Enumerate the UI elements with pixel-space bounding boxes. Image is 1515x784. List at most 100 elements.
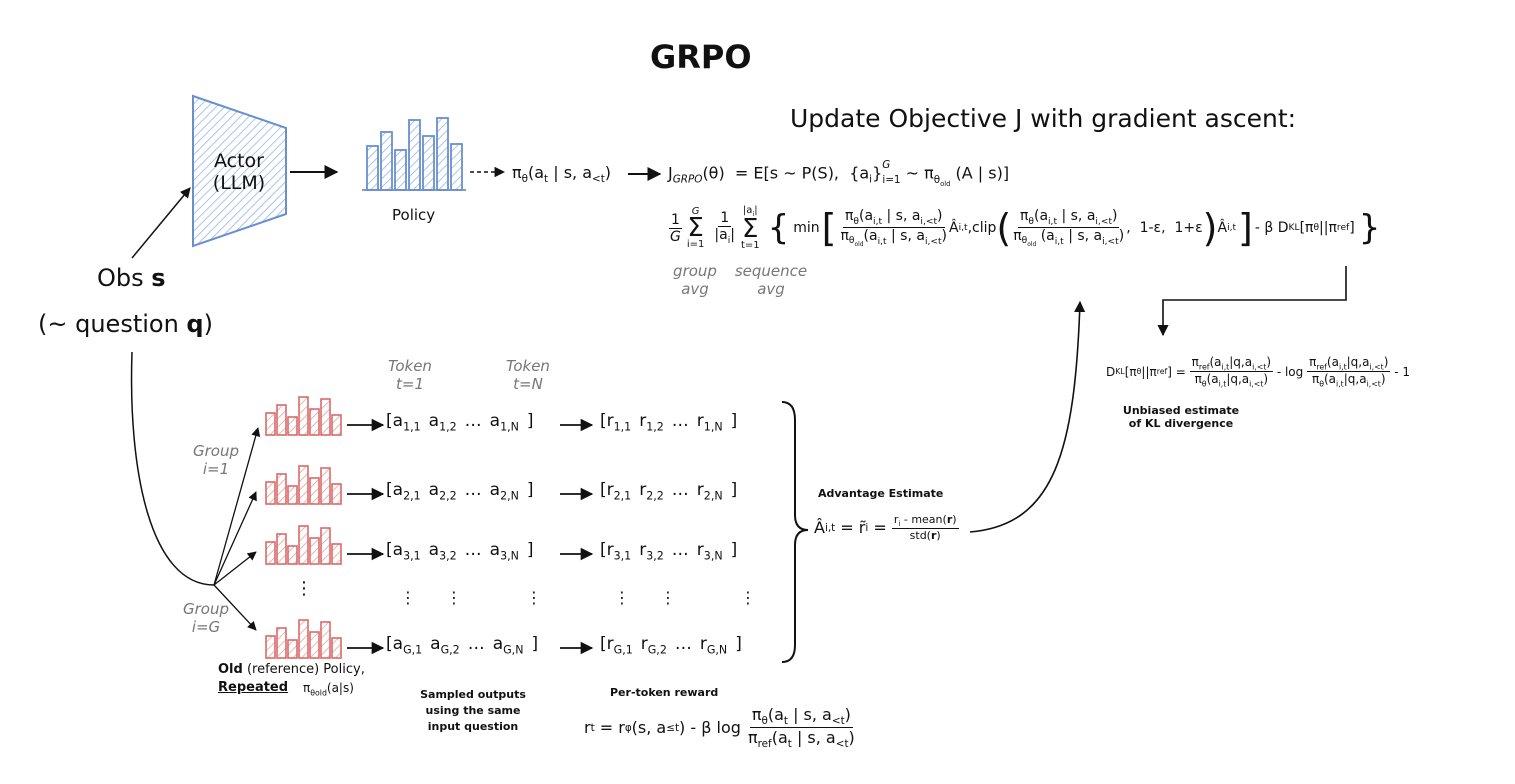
ratio-1: πθ(ai,t | s, ai,<t) πθold(ai,t | s, ai,<t… [840, 207, 948, 249]
arrow-obs-to-groups [130, 351, 215, 586]
old-policy-bold: Old [218, 662, 243, 677]
advantage-fraction: ri - mean(r) std(r) [891, 513, 959, 543]
action-token: a1,N [489, 411, 519, 434]
histogram-bar [320, 398, 331, 436]
token-last-line2: t=N [513, 375, 543, 393]
arrow-obs-to-actor [131, 187, 191, 259]
arrow-objective-to-kl [1157, 266, 1347, 337]
advantage-brace [781, 401, 809, 663]
token-label-first: Token t=1 [384, 357, 436, 393]
action-sequence: [a3,1 a3,2… a3,N] [386, 540, 534, 563]
histogram-bar [287, 639, 298, 659]
histogram-bar [309, 477, 320, 505]
update-heading: Update Objective J with gradient ascent: [790, 104, 1297, 133]
action-token: a3,N [489, 540, 519, 563]
reward-token: r3,1 [606, 540, 632, 563]
old-policy-histogram-icon [265, 619, 342, 659]
sequence-avg-line1: sequence [734, 262, 808, 280]
ratio-2: πθ(ai,t | s, ai,<t) πθold (ai,t | s, ai,<… [1013, 207, 1125, 249]
obs-text: Obs [97, 264, 152, 292]
histogram-bar [287, 485, 298, 505]
group-avg-line1: group [673, 262, 717, 280]
obs-s: s [151, 264, 166, 292]
sampled-line1: Sampled outputs [420, 688, 526, 701]
reward-token: … [674, 634, 692, 654]
histogram-bar [320, 527, 331, 565]
action-token: … [467, 634, 485, 654]
reward-sequence: [r1,1 r1,2… r1,N] [600, 411, 738, 434]
group-fan-arrows [213, 427, 261, 631]
kl-note-line2: of KL divergence [1128, 417, 1234, 430]
group-avg-label: group avg [668, 262, 722, 298]
histogram-bar [309, 631, 320, 659]
reward-token: … [671, 540, 689, 560]
reward-sequence: [r2,1 r2,2… r2,N] [600, 480, 738, 503]
advantage-label: Advantage Estimate [818, 487, 944, 500]
actor-label: Actor (LLM) [204, 150, 274, 194]
action-sequence: [a1,1 a1,2… a1,N] [386, 411, 534, 434]
kl-formula: D KL [π θ ||π ref] = πref(ai,t|q,ai,<t) πθ(ai,… [1106, 355, 1410, 389]
histogram-bar [331, 637, 342, 659]
group-last-line1: Group [183, 600, 229, 618]
reward-token: r2,1 [606, 480, 632, 503]
old-policy-histogram-icon [265, 465, 342, 505]
action-token: a2,N [489, 480, 519, 503]
actor-label-line2: (LLM) [212, 172, 266, 194]
kl-ratio-2: πref(ai,t|q,ai,<t) πθ(ai,t|q,ai,<t) [1307, 355, 1391, 389]
histogram-bar [265, 635, 276, 659]
reward-token: r2,N [696, 480, 723, 503]
action-token: a1,1 [392, 411, 421, 434]
action-token: a1,2 [428, 411, 457, 434]
old-policy-histograms [265, 396, 342, 659]
page-title: GRPO [650, 38, 752, 76]
reward-token: rG,1 [606, 634, 633, 657]
group-first-line2: i=1 [202, 460, 230, 478]
old-policy-histogram-icon [265, 396, 342, 436]
reward-token: r1,N [696, 411, 723, 434]
histogram-bar [265, 412, 276, 436]
token-first-line2: t=1 [396, 375, 424, 393]
token-first-line1: Token [388, 357, 432, 375]
group-label-last: Group i=G [182, 600, 230, 636]
per-token-reward-label: Per-token reward [610, 686, 719, 699]
token-label-last: Token t=N [502, 357, 554, 393]
reward-ellipsis-1: ⋮ [614, 588, 630, 607]
old-policy-histogram-icon [265, 525, 342, 565]
objective-line1: JGRPO(θ) = E[s ~ P(S), {ai}Gi=1 ~ πθold … [668, 159, 1010, 188]
sampled-line3: input question [427, 720, 519, 733]
question-text: (~ question [38, 310, 187, 338]
reward-ellipsis-2: ⋮ [660, 588, 676, 607]
policy-label: Policy [392, 206, 436, 224]
kl-note-line1: Unbiased estimate [1122, 404, 1240, 417]
reward-sequence: [r3,1 r3,2… r3,N] [600, 540, 738, 563]
action-sequence: [a2,1 a2,2… a2,N] [386, 480, 534, 503]
reward-token: … [671, 411, 689, 431]
obs-label: Obs s [97, 264, 166, 292]
sequence-avg-line2: avg [757, 280, 785, 298]
histogram-bar [331, 543, 342, 565]
action-ellipsis-1: ⋮ [400, 588, 416, 607]
old-policy-rest: (reference) Policy, [242, 662, 365, 677]
token-last-line1: Token [506, 357, 550, 375]
histogram-bar [298, 396, 309, 436]
old-policy-label: Old (reference) Policy, [218, 662, 365, 677]
action-token: a3,2 [428, 540, 457, 563]
sampled-outputs-note: Sampled outputs using the same input que… [418, 687, 528, 735]
histogram-ellipsis: ⋮ [295, 578, 313, 599]
reward-token: r1,2 [639, 411, 664, 434]
histogram-bar [320, 467, 331, 505]
histogram-bar [265, 481, 276, 505]
action-token: … [464, 540, 482, 560]
histogram-bar [276, 404, 287, 436]
reward-fraction: πθ(at | s, a<t) πref(at | s, a<t) [747, 705, 855, 751]
kl-ratio-1: πref(ai,t|q,ai,<t) πθ(ai,t|q,ai,<t) [1189, 355, 1273, 389]
repeated-label: Repeated [218, 680, 288, 695]
reward-token: r3,N [696, 540, 723, 563]
group-first-line1: Group [193, 442, 239, 460]
question-close: ) [203, 310, 213, 338]
histogram-bar [309, 537, 320, 565]
